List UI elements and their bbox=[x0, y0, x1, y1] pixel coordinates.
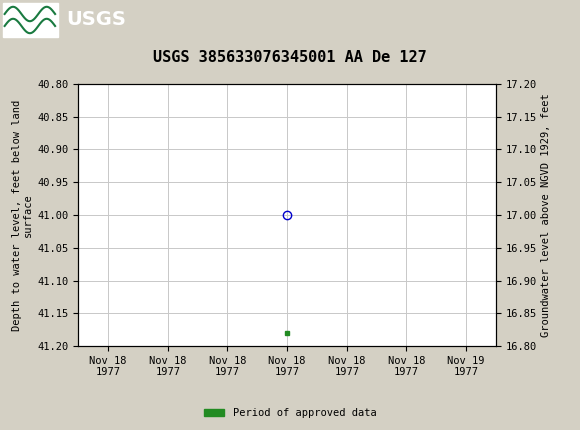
Text: USGS 385633076345001 AA De 127: USGS 385633076345001 AA De 127 bbox=[153, 49, 427, 64]
Legend: Period of approved data: Period of approved data bbox=[200, 404, 380, 423]
Text: USGS: USGS bbox=[67, 10, 126, 29]
Bar bbox=[3, 3, 58, 37]
Y-axis label: Depth to water level, feet below land
surface: Depth to water level, feet below land su… bbox=[12, 99, 33, 331]
Y-axis label: Groundwater level above NGVD 1929, feet: Groundwater level above NGVD 1929, feet bbox=[541, 93, 551, 337]
